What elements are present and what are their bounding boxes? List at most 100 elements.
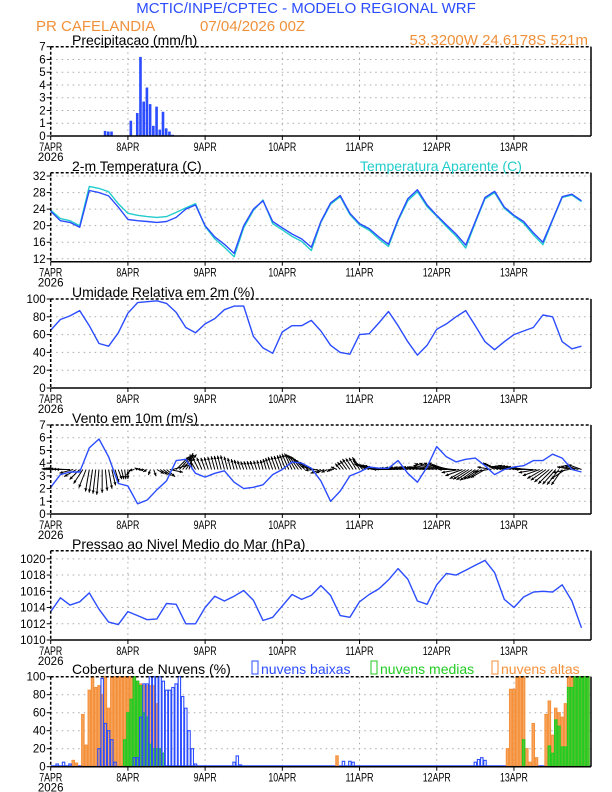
wind-arrowhead [394, 466, 398, 470]
wind-arrowhead [441, 470, 445, 474]
cloud-bar-mid [135, 680, 140, 768]
y-tick-label: 5 [39, 445, 45, 457]
wind-arrowhead [522, 473, 527, 477]
precip-bar [145, 87, 149, 136]
wind-arrowhead [557, 465, 561, 469]
wind-vector [459, 469, 476, 481]
x-tick-label: 8APR [116, 520, 139, 532]
wind-vector [413, 464, 434, 470]
header-title: MCTIC/INPE/CPTEC - MODELO REGIONAL WRF [136, 0, 475, 17]
wind-arrowhead [265, 457, 269, 462]
wind-arrowhead [47, 467, 51, 471]
series-line-apparent [50, 185, 582, 258]
wind-arrowhead [192, 457, 196, 462]
x-tick-label: 7APR [39, 268, 62, 280]
cloud-bar-high [508, 688, 513, 768]
wind-arrowhead [434, 466, 439, 470]
x-tick-label: 12APR [423, 520, 451, 532]
wind-arrowhead [105, 487, 109, 491]
y-tick-label: 4 [39, 458, 46, 470]
wind-arrowhead [143, 468, 147, 472]
x-year-label: 2026 [38, 152, 64, 164]
precip-bar [142, 101, 146, 136]
wind-vector [108, 469, 113, 489]
wind-arrowhead [419, 462, 423, 466]
wind-arrowhead [413, 464, 417, 468]
precip-bar [129, 120, 133, 136]
wind-arrowhead [91, 490, 95, 494]
wind-arrowhead [233, 459, 237, 464]
wind-arrowhead [305, 468, 309, 472]
wind-arrowhead [456, 476, 460, 480]
precip-bar [168, 131, 171, 136]
wind-arrowhead [207, 456, 211, 461]
series-line-mslp [50, 559, 583, 629]
x-tick-label: 11APR [346, 394, 374, 406]
x-tick-label: 12APR [423, 142, 451, 154]
x-tick-label: 9APR [194, 268, 217, 280]
cloud-bar-high [119, 676, 124, 768]
y-tick-label: 60 [33, 330, 46, 342]
precip-bar [164, 128, 168, 136]
wind-arrowhead [330, 466, 335, 470]
y-tick-label: 12 [33, 254, 46, 266]
wind-arrowhead [190, 453, 194, 457]
cloud-bar-mid [586, 676, 590, 768]
wind-arrowhead [179, 470, 183, 474]
legend-low-swatch [251, 660, 259, 675]
wind-arrowhead [470, 474, 475, 478]
wind-arrowhead [473, 470, 477, 474]
wind-arrowhead [243, 461, 247, 465]
x-tick-label: 8APR [116, 773, 139, 785]
wind-arrowhead [49, 467, 54, 471]
wind-arrowhead [389, 466, 393, 470]
x-tick-label: 11APR [346, 142, 374, 154]
y-tick-label: 28 [33, 188, 46, 200]
x-tick-label: 13APR [500, 773, 528, 785]
x-tick-label: 9APR [194, 773, 217, 785]
wind-vector [92, 469, 97, 494]
wind-arrowhead [295, 459, 299, 464]
station-name: PR CAFELANDIA [36, 18, 155, 35]
y-tick-label: 7 [39, 42, 45, 54]
wind-title: Vento em 10m (m/s) [72, 410, 198, 426]
x-tick-label: 7APR [39, 142, 62, 154]
cloud-bar-low [235, 755, 240, 768]
y-tick-label: 1018 [20, 570, 46, 582]
cloud-bar-high [90, 676, 95, 768]
wind-arrowhead [398, 466, 402, 470]
y-tick-label: 1016 [20, 586, 46, 598]
wind-arrowhead [568, 464, 572, 468]
x-tick-label: 12APR [423, 646, 451, 658]
y-tick-label: 80 [33, 690, 46, 702]
wind-arrowhead [128, 468, 133, 472]
wind-arrowhead [188, 454, 192, 458]
wind-arrowhead [353, 461, 357, 465]
x-tick-label: 10APR [268, 142, 296, 154]
x-tick-label: 8APR [116, 142, 139, 154]
station-location: 53.3200W 24.6178S 521m [410, 32, 588, 49]
wind-vector [414, 463, 437, 470]
y-tick-label: 0 [39, 762, 45, 774]
wind-arrowhead [550, 476, 555, 480]
wind-vector [104, 469, 108, 491]
x-tick-label: 10APR [268, 394, 296, 406]
wind-arrowhead [339, 460, 344, 464]
y-tick-label: 20 [33, 365, 46, 377]
cloud-bar-low [180, 695, 185, 768]
wind-arrowhead [246, 461, 250, 465]
cloud-bar-mid [547, 745, 552, 768]
wind-arrowhead [373, 467, 377, 472]
series-line-temperature [50, 188, 582, 255]
cloud-bar-high [534, 757, 539, 768]
wind-arrowhead [148, 471, 151, 476]
wind-arrowhead [467, 475, 471, 479]
precip-bar [155, 106, 158, 136]
y-tick-label: 2 [39, 105, 45, 117]
precip-bar [139, 56, 142, 136]
wind-vector [542, 469, 557, 485]
x-tick-label: 13APR [500, 142, 528, 154]
wind-arrowhead [256, 460, 260, 464]
wind-arrowhead [354, 463, 358, 467]
